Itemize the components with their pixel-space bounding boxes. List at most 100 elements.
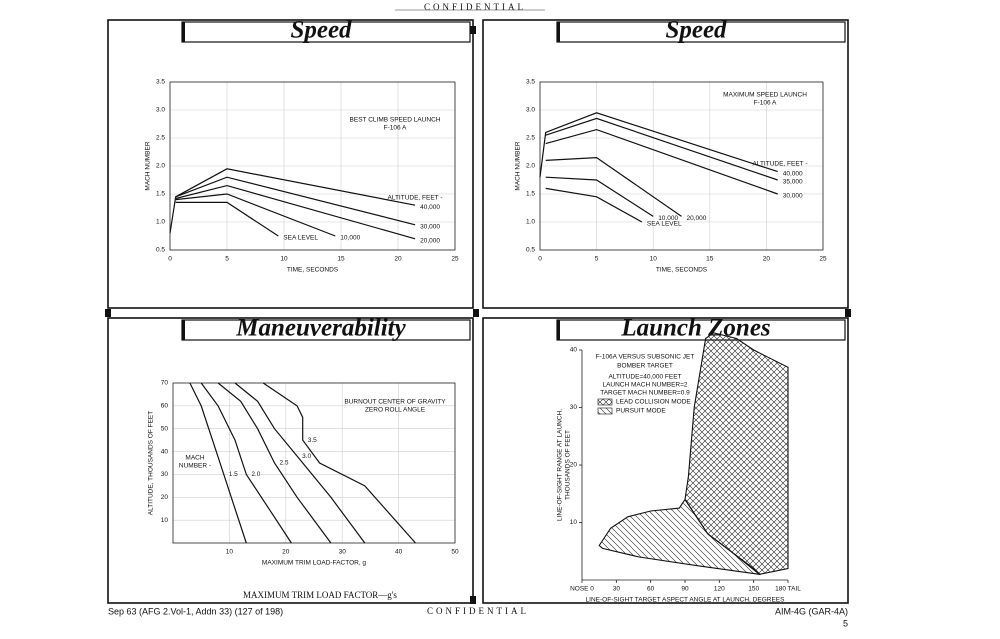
y-tick-label: 1.5	[156, 191, 165, 198]
x-tick-label: 40	[395, 549, 403, 556]
y-tick-label: 1.0	[156, 219, 165, 226]
x-tick-label: 20	[763, 256, 771, 263]
curve	[175, 193, 336, 237]
annotation: BOMBER TARGET	[617, 363, 673, 370]
y-tick-label: 2.0	[156, 163, 165, 170]
curve	[200, 382, 292, 544]
curve-label: 10,000	[658, 215, 678, 222]
panel-border	[107, 19, 474, 309]
y-axis-label: LINE-OF-SIGHT RANGE AT LAUNCH,	[557, 409, 564, 521]
x-axis-label: TIME, SECONDS	[656, 267, 708, 274]
legend-label: LEAD COLLISION MODE	[616, 399, 691, 406]
curve-label: 10,000	[340, 235, 360, 242]
caption: MAXIMUM TRIM LOAD FACTOR—g's	[243, 590, 397, 600]
annotation: MAXIMUM SPEED LAUNCH	[723, 92, 807, 99]
x-tick-label: 15	[337, 256, 345, 263]
y-tick-label: 20	[570, 462, 578, 469]
curve	[545, 128, 778, 195]
curve	[539, 112, 778, 178]
footer-right: AIM-4G (GAR-4A)	[775, 606, 848, 616]
x-tick-label: 10	[280, 256, 288, 263]
annotation: ALTITUDE=40,000 FEET	[608, 374, 681, 381]
curve-label: 1.5	[229, 471, 238, 478]
curve	[545, 117, 778, 181]
y-axis-label: THOUSANDS OF FEET	[565, 430, 572, 500]
annotation: F-106 A	[384, 125, 407, 132]
curve-label: 40,000	[783, 170, 803, 177]
y-tick-label: 60	[161, 403, 169, 410]
curve	[545, 176, 654, 217]
legend-label: PURSUIT MODE	[616, 408, 666, 415]
curve	[545, 187, 643, 223]
x-tick-label: 5	[595, 256, 599, 263]
panel-title: Speed	[290, 17, 352, 44]
title-tab-edge	[182, 22, 185, 42]
curve	[175, 176, 416, 226]
y-tick-label: 3.5	[526, 79, 535, 86]
y-tick-label: 3.5	[156, 79, 165, 86]
y-tick-label: 10	[161, 517, 169, 524]
x-tick-label: 20	[282, 549, 290, 556]
y-axis-label: MACH NUMBER	[515, 141, 522, 190]
x-tick-label: 120	[714, 586, 725, 593]
legend-swatch	[597, 407, 613, 415]
annotation: ALTITUDE, FEET -	[752, 161, 807, 168]
y-tick-label: 1.5	[526, 191, 535, 198]
y-tick-label: 3.0	[156, 107, 165, 114]
y-tick-label: 2.5	[526, 135, 535, 142]
curve-label: 2.0	[251, 471, 260, 478]
y-tick-label: 40	[161, 448, 169, 455]
header-mark: CONFIDENTIAL	[424, 2, 526, 12]
x-tick-label: 0	[538, 256, 542, 263]
curve-label: 3.0	[302, 453, 311, 460]
x-axis-label: LINE-OF-SIGHT TARGET ASPECT ANGLE AT LAU…	[586, 597, 786, 604]
connector	[470, 26, 476, 34]
curve-label: 40,000	[420, 204, 440, 211]
x-tick-label: 0	[168, 256, 172, 263]
footer-center: CONFIDENTIAL	[427, 606, 529, 616]
title-tab-edge	[182, 320, 185, 340]
x-tick-label: 180 TAIL	[775, 586, 801, 593]
x-axis-label: TIME, SECONDS	[287, 267, 339, 274]
panel-border	[482, 19, 849, 309]
curve	[189, 382, 247, 544]
curve-label: 20,000	[687, 215, 707, 222]
x-tick-label: 10	[650, 256, 658, 263]
y-axis-label: ALTITUDE, THOUSANDS OF FEET	[148, 411, 155, 516]
annotation: F-106A VERSUS SUBSONIC JET	[596, 354, 695, 361]
panel-border	[482, 317, 849, 604]
title-tab-edge	[557, 22, 560, 42]
plot-frame	[539, 81, 824, 251]
curve	[169, 168, 416, 234]
curve-label: 30,000	[420, 224, 440, 231]
x-tick-label: 15	[706, 256, 714, 263]
curve	[175, 184, 416, 240]
x-tick-label: 60	[647, 586, 655, 593]
curve-label: 3.5	[308, 437, 317, 444]
curve-label: SEA LEVEL	[647, 221, 682, 228]
annotation: ZERO ROLL ANGLE	[365, 407, 426, 414]
x-tick-label: 20	[394, 256, 402, 263]
y-tick-label: 70	[161, 380, 169, 387]
curve-label: 20,000	[420, 238, 440, 245]
panel-title: Speed	[665, 17, 727, 44]
x-tick-label: NOSE 0	[570, 586, 594, 593]
x-tick-label: 5	[225, 256, 229, 263]
y-tick-label: 3.0	[526, 107, 535, 114]
y-axis-label: MACH NUMBER	[145, 141, 152, 190]
x-tick-label: 25	[819, 256, 827, 263]
connector	[845, 309, 851, 317]
annotation: MACH	[185, 455, 204, 462]
panel-border	[107, 317, 474, 604]
curve-label: SEA LEVEL	[283, 235, 318, 242]
page-number: 5	[843, 618, 848, 628]
annotation: F-106 A	[754, 100, 777, 107]
x-tick-label: 90	[681, 586, 689, 593]
y-tick-label: 30	[570, 404, 578, 411]
y-tick-label: 2.0	[526, 163, 535, 170]
footer-left: Sep 63 (AFG 2.Vol-1, Addn 33) (127 of 19…	[108, 606, 283, 616]
curve	[175, 201, 279, 237]
x-tick-label: 150	[748, 586, 759, 593]
annotation: LAUNCH MACH NUMBER=2	[602, 382, 687, 389]
